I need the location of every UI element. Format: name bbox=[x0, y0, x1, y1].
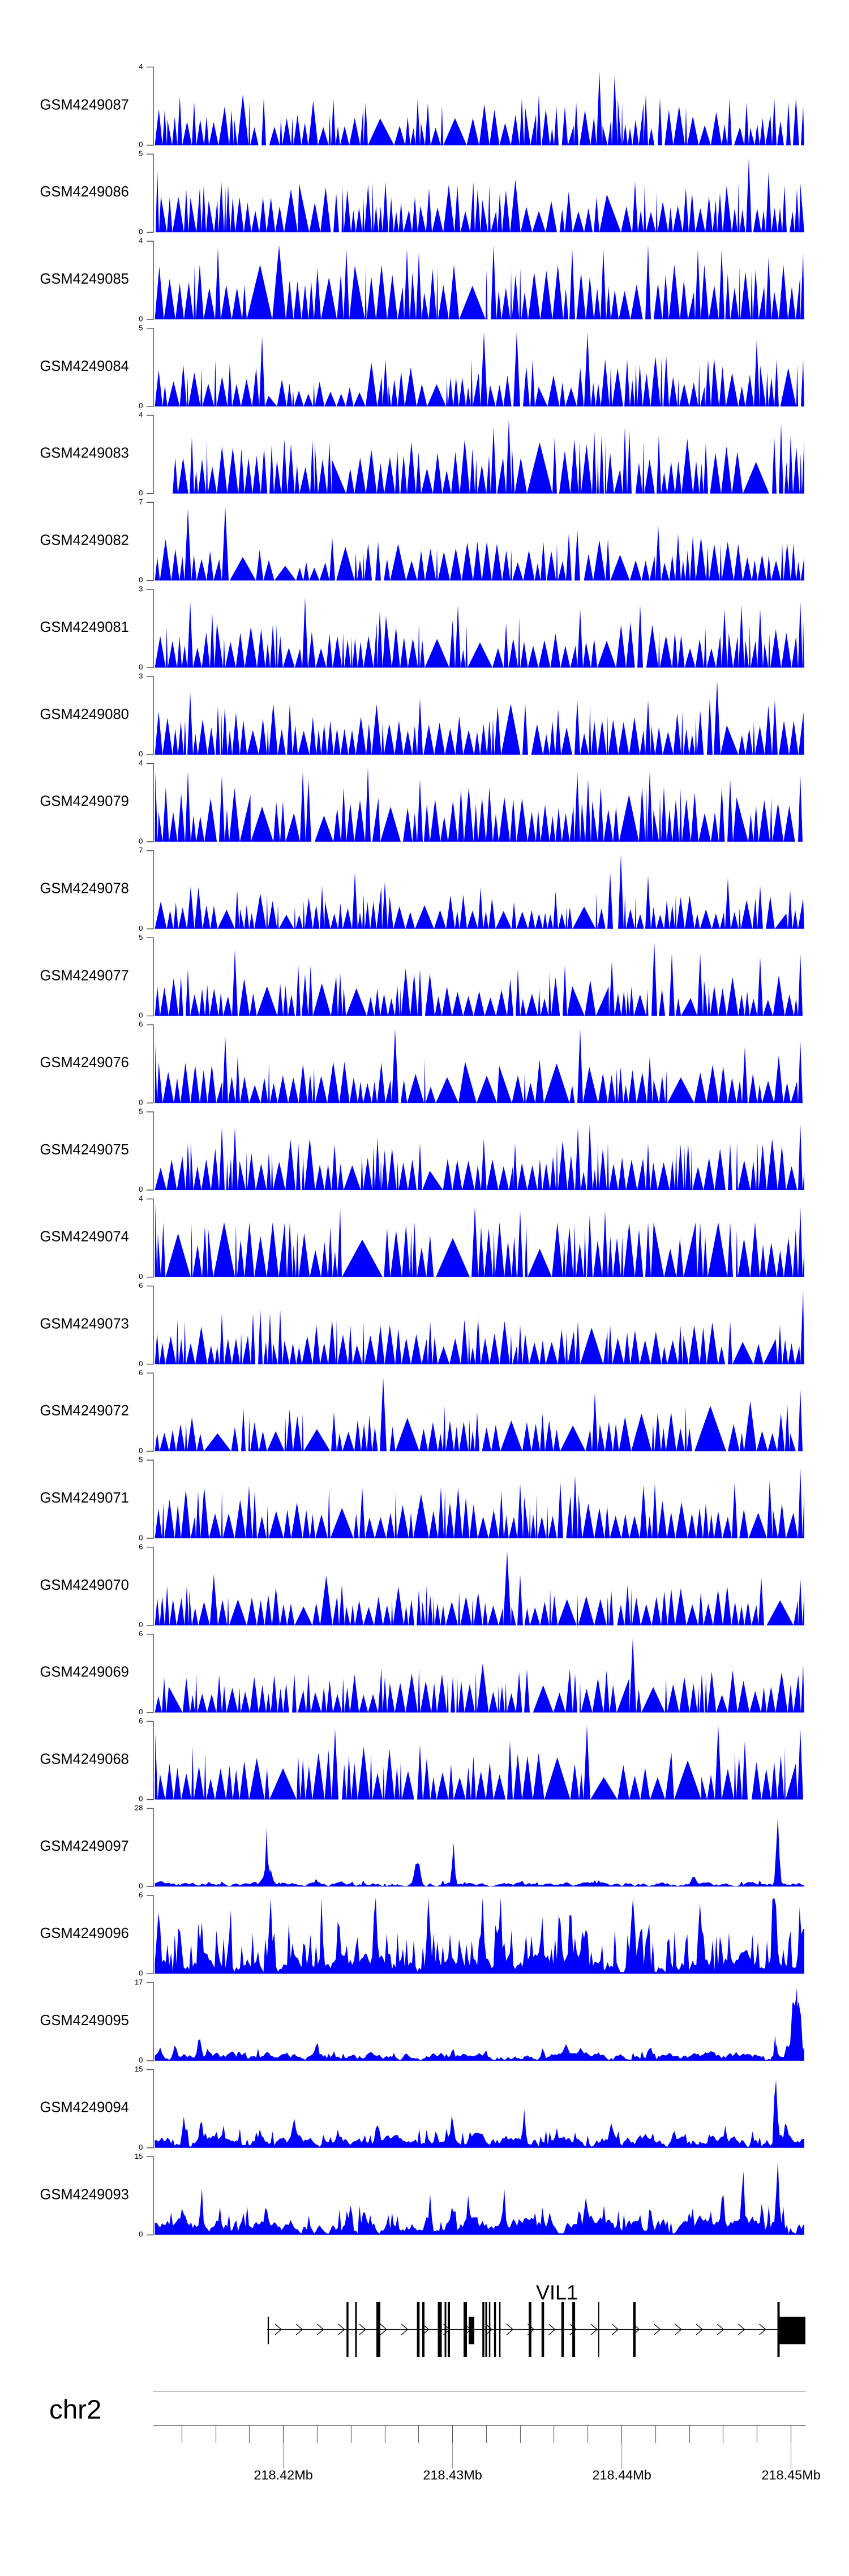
svg-text:GSM4249079: GSM4249079 bbox=[40, 794, 129, 810]
svg-text:0: 0 bbox=[139, 750, 143, 758]
svg-text:GSM4249073: GSM4249073 bbox=[40, 1316, 129, 1332]
svg-text:GSM4249070: GSM4249070 bbox=[40, 1577, 129, 1593]
svg-text:0: 0 bbox=[139, 2230, 143, 2239]
svg-text:0: 0 bbox=[139, 924, 143, 932]
svg-text:GSM4249068: GSM4249068 bbox=[40, 1751, 129, 1767]
svg-text:GSM4249096: GSM4249096 bbox=[40, 1925, 129, 1941]
svg-text:218.44Mb: 218.44Mb bbox=[592, 2468, 651, 2483]
svg-text:4: 4 bbox=[139, 410, 143, 419]
svg-text:5: 5 bbox=[139, 933, 143, 942]
svg-text:0: 0 bbox=[139, 1882, 143, 1890]
svg-text:GSM4249077: GSM4249077 bbox=[40, 968, 129, 983]
svg-text:0: 0 bbox=[139, 1795, 143, 1803]
svg-text:218.45Mb: 218.45Mb bbox=[761, 2468, 821, 2483]
svg-text:GSM4249078: GSM4249078 bbox=[40, 881, 129, 897]
svg-text:7: 7 bbox=[139, 846, 143, 854]
svg-text:GSM4249080: GSM4249080 bbox=[40, 707, 129, 722]
svg-text:0: 0 bbox=[139, 1011, 143, 1020]
svg-text:0: 0 bbox=[139, 1533, 143, 1542]
svg-text:GSM4249083: GSM4249083 bbox=[40, 446, 129, 461]
svg-text:GSM4249071: GSM4249071 bbox=[40, 1490, 129, 1506]
svg-text:0: 0 bbox=[139, 1272, 143, 1281]
svg-text:0: 0 bbox=[139, 489, 143, 497]
svg-text:218.42Mb: 218.42Mb bbox=[254, 2468, 313, 2483]
svg-text:GSM4249076: GSM4249076 bbox=[40, 1055, 129, 1071]
svg-text:GSM4249084: GSM4249084 bbox=[40, 358, 129, 374]
svg-text:15: 15 bbox=[135, 2152, 143, 2160]
svg-text:0: 0 bbox=[139, 1620, 143, 1629]
svg-text:VIL1: VIL1 bbox=[536, 2281, 578, 2304]
svg-text:218.43Mb: 218.43Mb bbox=[423, 2468, 482, 2483]
svg-text:17: 17 bbox=[135, 1978, 143, 1986]
svg-text:6: 6 bbox=[139, 1281, 143, 1290]
svg-text:GSM4249069: GSM4249069 bbox=[40, 1664, 129, 1680]
svg-text:GSM4249097: GSM4249097 bbox=[40, 1838, 129, 1854]
svg-text:0: 0 bbox=[139, 1969, 143, 1977]
svg-text:GSM4249093: GSM4249093 bbox=[40, 2186, 129, 2202]
svg-text:GSM4249075: GSM4249075 bbox=[40, 1142, 129, 1158]
svg-text:0: 0 bbox=[139, 1708, 143, 1716]
svg-text:GSM4249095: GSM4249095 bbox=[40, 2013, 129, 2029]
svg-text:5: 5 bbox=[139, 1456, 143, 1464]
svg-text:0: 0 bbox=[139, 837, 143, 845]
svg-text:4: 4 bbox=[139, 759, 143, 767]
svg-text:7: 7 bbox=[139, 498, 143, 506]
svg-text:chr2: chr2 bbox=[49, 2395, 101, 2425]
svg-text:5: 5 bbox=[139, 323, 143, 332]
svg-text:0: 0 bbox=[139, 401, 143, 410]
svg-text:5: 5 bbox=[139, 1107, 143, 1115]
svg-text:4: 4 bbox=[139, 237, 143, 245]
svg-text:28: 28 bbox=[135, 1804, 143, 1812]
svg-text:6: 6 bbox=[139, 1717, 143, 1725]
svg-text:GSM4249081: GSM4249081 bbox=[40, 619, 129, 635]
svg-text:0: 0 bbox=[139, 228, 143, 236]
svg-text:6: 6 bbox=[139, 1542, 143, 1551]
svg-text:0: 0 bbox=[139, 2056, 143, 2064]
svg-text:0: 0 bbox=[139, 1185, 143, 1193]
svg-text:0: 0 bbox=[139, 1098, 143, 1106]
svg-text:15: 15 bbox=[135, 2065, 143, 2073]
svg-text:GSM4249074: GSM4249074 bbox=[40, 1229, 129, 1245]
svg-text:0: 0 bbox=[139, 314, 143, 323]
svg-text:GSM4249086: GSM4249086 bbox=[40, 184, 129, 200]
svg-text:6: 6 bbox=[139, 1891, 143, 1899]
svg-text:3: 3 bbox=[139, 671, 143, 680]
svg-text:GSM4249087: GSM4249087 bbox=[40, 97, 129, 113]
svg-text:GSM4249082: GSM4249082 bbox=[40, 532, 129, 548]
svg-text:GSM4249094: GSM4249094 bbox=[40, 2100, 129, 2116]
svg-text:6: 6 bbox=[139, 1020, 143, 1029]
svg-text:6: 6 bbox=[139, 1368, 143, 1377]
svg-text:0: 0 bbox=[139, 1447, 143, 1455]
svg-text:5: 5 bbox=[139, 149, 143, 158]
svg-text:3: 3 bbox=[139, 585, 143, 593]
svg-text:0: 0 bbox=[139, 2143, 143, 2151]
svg-text:GSM4249085: GSM4249085 bbox=[40, 271, 129, 287]
svg-text:0: 0 bbox=[139, 576, 143, 584]
svg-text:0: 0 bbox=[139, 140, 143, 149]
svg-text:0: 0 bbox=[139, 1359, 143, 1368]
svg-text:4: 4 bbox=[139, 1194, 143, 1203]
svg-text:0: 0 bbox=[139, 662, 143, 671]
svg-text:GSM4249072: GSM4249072 bbox=[40, 1403, 129, 1419]
svg-text:6: 6 bbox=[139, 1629, 143, 1638]
svg-text:4: 4 bbox=[139, 62, 143, 71]
